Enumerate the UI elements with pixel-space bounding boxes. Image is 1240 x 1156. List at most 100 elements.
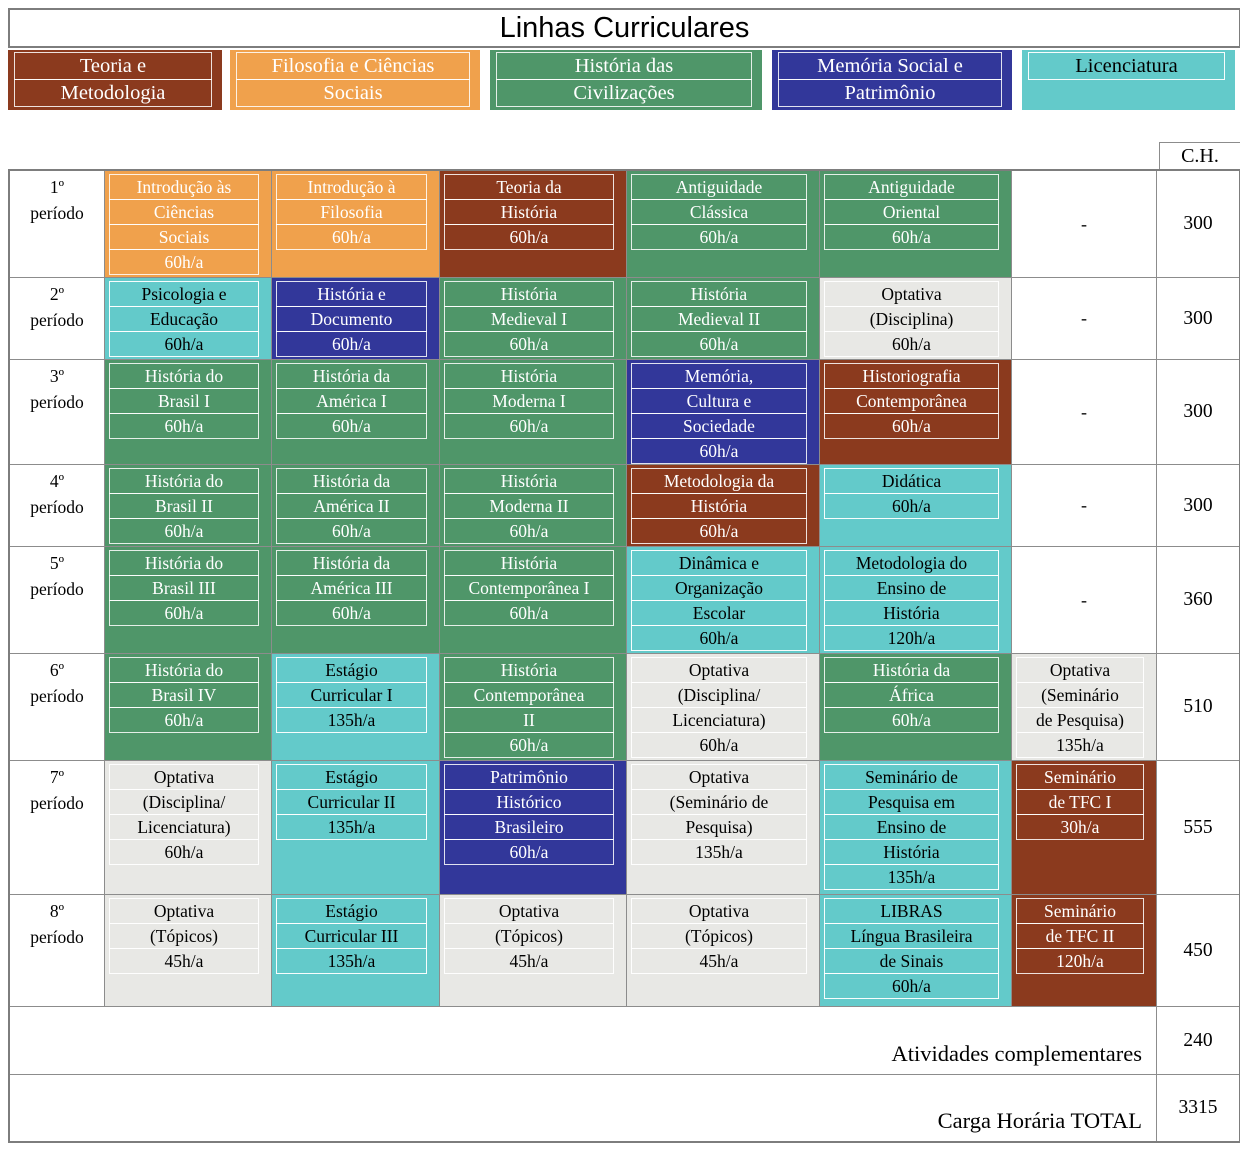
title-box: Linhas Curriculares [8, 8, 1240, 48]
course-text-line: América I [276, 388, 427, 414]
cell-text-lines: Metodologia da História 60h/a [631, 468, 807, 544]
course-text-line: Ensino de [824, 575, 999, 601]
course-cell: História Medieval I 60h/a [440, 278, 627, 360]
course-text-line: 60h/a [276, 224, 427, 250]
credit-hours-value: 300 [1157, 360, 1239, 465]
course-cell: Estágio Curricular I 135h/a [272, 654, 440, 761]
total-workload-hours: 3315 [1157, 1075, 1239, 1141]
cell-text-lines: Antiguidade Clássica 60h/a [631, 174, 807, 250]
course-text-line: Pesquisa em [824, 789, 999, 815]
course-cell: Metodologia do Ensino de História 120h/a [820, 547, 1012, 654]
course-text-line: Estágio [276, 898, 427, 924]
course-text-line: 60h/a [444, 600, 614, 626]
course-cell: História Contemporânea I 60h/a [440, 547, 627, 654]
course-text-line: de TFC II [1016, 923, 1144, 949]
course-cell: Antiguidade Oriental 60h/a [820, 171, 1012, 278]
course-cell: Estágio Curricular II 135h/a [272, 761, 440, 895]
empty-slot: - [1012, 278, 1157, 360]
complementary-activities-hours: 240 [1157, 1007, 1239, 1075]
course-cell: Teoria da História 60h/a [440, 171, 627, 278]
course-text-line: Patrimônio [444, 764, 614, 790]
course-text-line: Ensino de [824, 814, 999, 840]
course-text-line: Optativa [109, 898, 259, 924]
course-text-line: Estágio [276, 657, 427, 683]
course-text-line: Introdução à [276, 174, 427, 200]
cell-text-lines: História da América III 60h/a [276, 550, 427, 626]
course-text-line: 60h/a [631, 331, 807, 357]
period-label-line: período [30, 310, 84, 330]
course-text-line: História do [109, 468, 259, 494]
cell-text-lines: História do Brasil IV 60h/a [109, 657, 259, 733]
credit-hours-value: 510 [1157, 654, 1239, 761]
course-text-line: História [444, 363, 614, 389]
credit-hours-value: 300 [1157, 171, 1239, 278]
course-text-line: Brasileiro [444, 814, 614, 840]
cell-text-lines: Optativa (Disciplina/Licenciatura) 60h/a [631, 657, 807, 758]
period-label-line: período [30, 927, 84, 947]
course-text-line: (Tópicos) [444, 923, 614, 949]
course-text-line: 60h/a [824, 707, 999, 733]
course-text-line: 60h/a [444, 331, 614, 357]
course-text-line: 60h/a [276, 413, 427, 439]
cell-text-lines: História Contemporânea I 60h/a [444, 550, 614, 626]
empty-slot: - [1012, 547, 1157, 654]
period-label: 5º período [10, 547, 105, 654]
cell-text-lines: Metodologia do Ensino de História 120h/a [824, 550, 999, 651]
legend-label-line: Memória Social e [778, 52, 1002, 80]
course-text-line: Optativa [109, 764, 259, 790]
course-text-line: 60h/a [109, 707, 259, 733]
period-row: 4º período História do Brasil II 60h/a Histór… [10, 465, 1239, 547]
course-text-line: Brasil I [109, 388, 259, 414]
course-text-line: Dinâmica e [631, 550, 807, 576]
ch-column-header: C.H. [1159, 142, 1240, 169]
course-cell: Introdução às Ciências Sociais 60h/a [105, 171, 272, 278]
course-cell: Seminário de TFC I 30h/a [1012, 761, 1157, 895]
course-text-line: 60h/a [444, 732, 614, 758]
cell-text-lines: História do Brasil III 60h/a [109, 550, 259, 626]
cell-text-lines: Seminário de TFC I 30h/a [1016, 764, 1144, 840]
course-text-line: Licenciatura) [631, 707, 807, 733]
course-text-line: Optativa [631, 764, 807, 790]
legend-label-line: História das [496, 52, 752, 80]
credit-hours-value: 450 [1157, 895, 1239, 1007]
period-row: 6º período História do Brasil IV 60h/a Estági… [10, 654, 1239, 761]
course-cell: História Medieval II 60h/a [627, 278, 820, 360]
credit-hours-value: 555 [1157, 761, 1239, 895]
legend-label-line: Patrimônio [778, 79, 1002, 107]
course-text-line: Curricular I [276, 682, 427, 708]
course-text-line: Brasil IV [109, 682, 259, 708]
page-title: Linhas Curriculares [499, 11, 750, 44]
course-text-line: 60h/a [109, 413, 259, 439]
course-text-line: História da [276, 550, 427, 576]
cell-text-lines: Seminário de Pesquisa em Ensino de História… [824, 764, 999, 890]
cell-text-lines: Licenciatura [1028, 52, 1225, 80]
period-label-line: 8º [49, 901, 65, 921]
empty-slot: - [1012, 360, 1157, 465]
ch-header-row: C.H. [8, 142, 1240, 169]
cell-text-lines: História do Brasil I 60h/a [109, 363, 259, 439]
course-text-line: África [824, 682, 999, 708]
course-cell: Antiguidade Clássica 60h/a [627, 171, 820, 278]
course-text-line: Optativa [631, 657, 807, 683]
legend-item-memoria-social-e-patrimonio: Memória Social e Patrimônio [772, 50, 1012, 110]
cell-text-lines: Estágio Curricular I 135h/a [276, 657, 427, 733]
course-text-line: América II [276, 493, 427, 519]
cell-text-lines: Memória, Cultura e Sociedade 60h/a [631, 363, 807, 464]
period-row: 5º período História do Brasil III 60h/a Histó… [10, 547, 1239, 654]
course-cell: História da América I 60h/a [272, 360, 440, 465]
period-row: 7º período Optativa (Disciplina/Licenciatur… [10, 761, 1239, 895]
course-text-line: Historiografia [824, 363, 999, 389]
course-text-line: 60h/a [824, 973, 999, 999]
cell-text-lines: História da América I 60h/a [276, 363, 427, 439]
cell-text-lines: Optativa (Seminário de Pesquisa) 135h/a [631, 764, 807, 865]
course-text-line: 45h/a [444, 948, 614, 974]
course-cell: História Contemporânea II 60h/a [440, 654, 627, 761]
credit-hours-value: 360 [1157, 547, 1239, 654]
course-text-line: Contemporânea [824, 388, 999, 414]
cell-text-lines: Filosofia e Ciências Sociais [236, 52, 470, 107]
course-text-line: 60h/a [444, 839, 614, 865]
course-text-line: Optativa [824, 281, 999, 307]
complementary-activities-row: Atividades complementares 240 [10, 1007, 1239, 1075]
period-label-line: período [30, 497, 84, 517]
period-label-line: 1º [49, 177, 65, 197]
